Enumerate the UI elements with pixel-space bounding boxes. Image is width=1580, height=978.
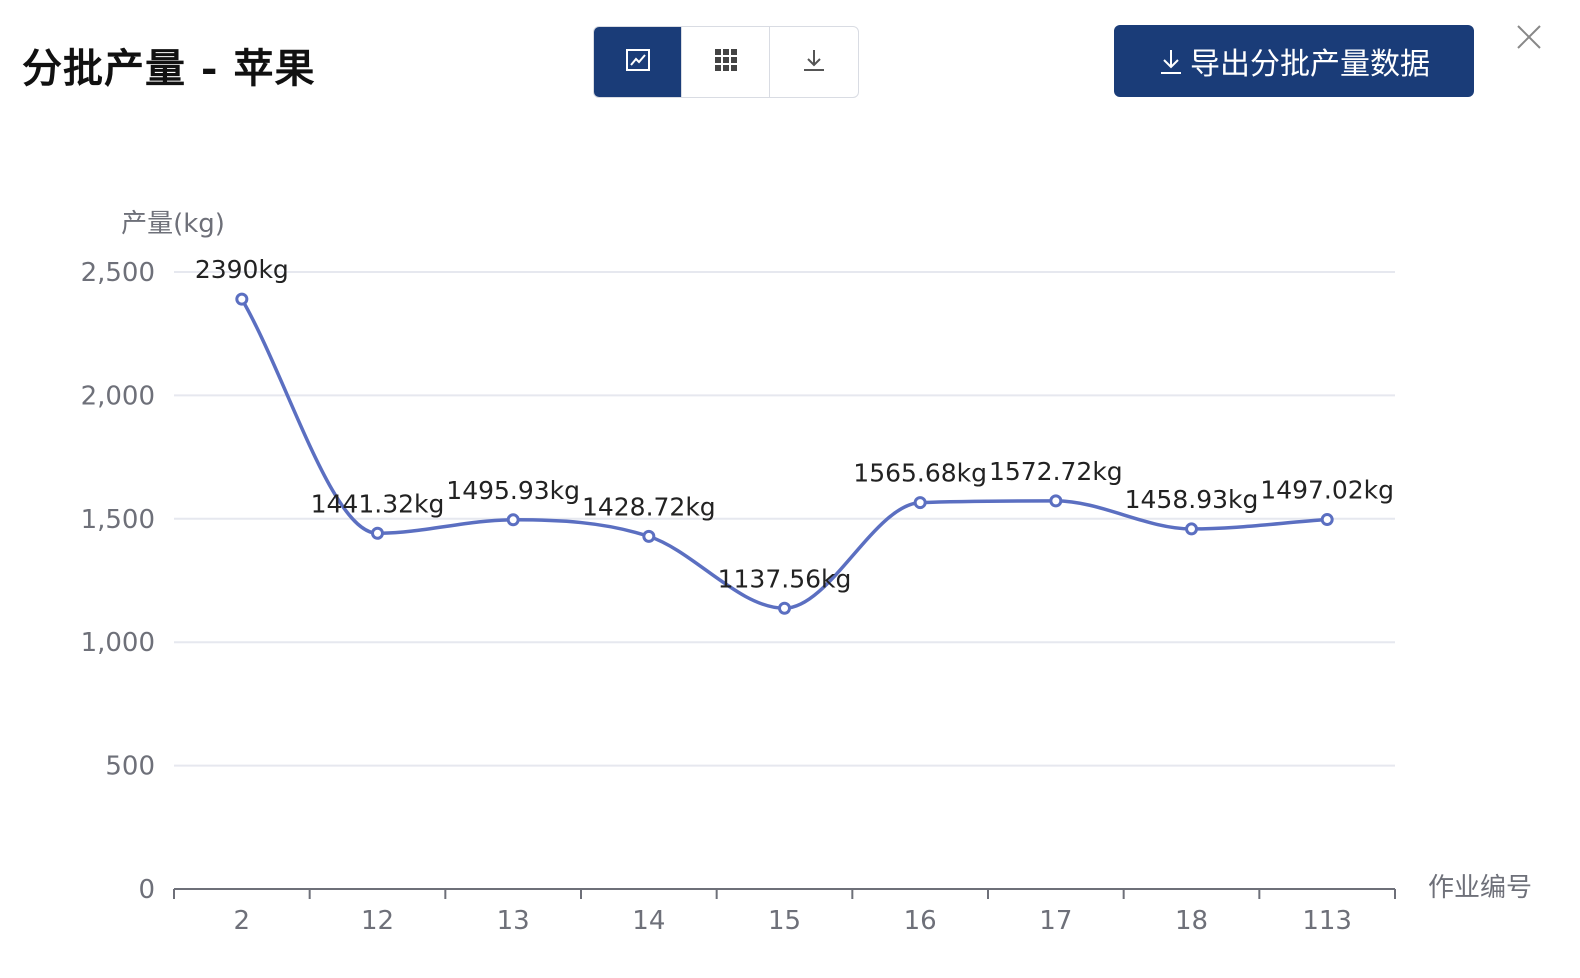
data-label: 1441.32kg: [311, 489, 445, 518]
x-tick-label: 113: [1302, 906, 1352, 936]
page-title: 分批产量 - 苹果: [22, 45, 316, 92]
x-tick-label: 18: [1175, 906, 1208, 936]
x-tick-label: 12: [361, 906, 394, 936]
x-tick-label: 14: [632, 906, 665, 936]
download-image-button[interactable]: [770, 27, 858, 97]
data-point[interactable]: [913, 496, 927, 510]
data-point[interactable]: [371, 526, 384, 540]
y-tick-label: 2,000: [81, 381, 155, 411]
data-label: 1458.93kg: [1125, 485, 1259, 514]
y-tick-label: 500: [105, 752, 155, 782]
line-chart-view-button[interactable]: [594, 27, 682, 97]
y-tick-label: 1,500: [81, 505, 155, 535]
table-view-button[interactable]: [682, 27, 770, 97]
y-tick-label: 1,000: [81, 628, 155, 658]
series-line: [240, 298, 1328, 611]
data-label: 2390kg: [195, 255, 289, 284]
y-tick-label: 2,500: [81, 258, 155, 288]
x-tick-label: 17: [1039, 906, 1072, 936]
data-point[interactable]: [1185, 522, 1198, 536]
download-icon: [1158, 47, 1184, 75]
view-toggle-group: [593, 26, 859, 98]
data-point[interactable]: [506, 513, 520, 527]
export-button-label: 导出分批产量数据: [1190, 47, 1430, 82]
data-point[interactable]: [235, 292, 249, 306]
data-point[interactable]: [778, 601, 791, 615]
x-axis-title: 作业编号: [1428, 873, 1532, 903]
data-label: 1428.72kg: [582, 492, 716, 521]
data-point[interactable]: [1320, 513, 1334, 527]
x-tick-label: 16: [904, 906, 937, 936]
export-data-button[interactable]: 导出分批产量数据: [1114, 25, 1474, 97]
data-label: 1497.02kg: [1260, 476, 1394, 505]
x-tick-label: 13: [497, 906, 530, 936]
y-tick-label: 0: [138, 875, 155, 905]
close-icon: [1514, 25, 1544, 56]
y-axis-title: 产量(kg): [121, 209, 225, 239]
data-label: 1495.93kg: [446, 476, 580, 505]
data-point[interactable]: [1049, 494, 1063, 508]
data-label: 1137.56kg: [718, 564, 852, 593]
line-chart-icon: [625, 47, 651, 77]
data-label: 1565.68kg: [853, 459, 987, 488]
data-point[interactable]: [642, 529, 656, 543]
data-label: 1572.72kg: [989, 457, 1123, 486]
close-button[interactable]: [1514, 22, 1544, 52]
x-tick-label: 2: [234, 906, 251, 936]
download-icon: [801, 47, 827, 77]
x-tick-label: 15: [768, 906, 801, 936]
grid-icon: [713, 47, 739, 77]
